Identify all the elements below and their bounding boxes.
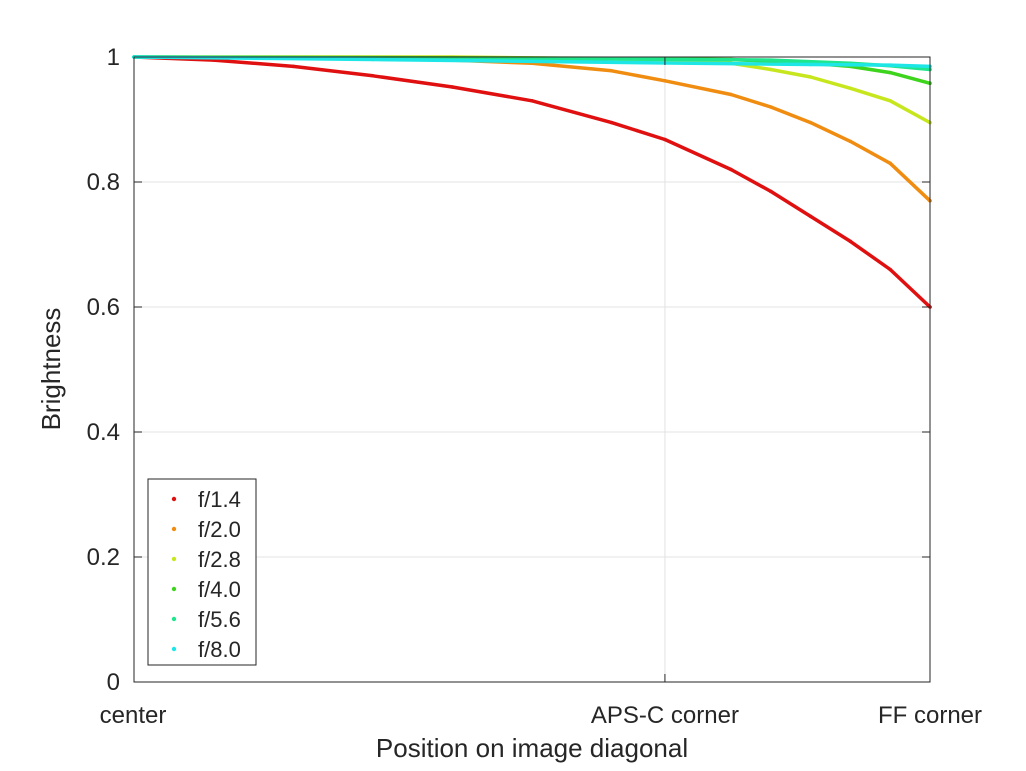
legend-item: f/5.6 (171, 607, 241, 632)
data-point (808, 120, 813, 125)
legend-marker (171, 616, 177, 622)
data-point (291, 64, 296, 69)
data-point (609, 120, 614, 125)
data-point (808, 75, 813, 79)
y-tick-label: 0 (107, 669, 120, 696)
data-point (888, 267, 892, 272)
y-tick-label: 0.8 (87, 169, 120, 196)
y-tick-label: 1 (107, 44, 120, 71)
data-point (888, 98, 892, 103)
y-axis-title: Brightness (36, 308, 66, 431)
data-point (808, 214, 813, 219)
data-point (450, 85, 455, 89)
data-point (530, 98, 534, 103)
legend-label: f/5.6 (198, 607, 241, 632)
y-tick-label: 0.2 (87, 544, 120, 571)
legend-label: f/8.0 (198, 637, 241, 662)
data-point (689, 61, 693, 66)
data-point (888, 70, 892, 75)
legend-label: f/2.8 (198, 547, 241, 572)
tick-layer: 0 0.2 0.4 0.6 0.8 1 center APS-C corner FF corne… (87, 44, 982, 729)
data-point (769, 58, 773, 62)
data-point (808, 62, 813, 67)
y-tick-label: 0.4 (87, 419, 120, 446)
data-point (729, 92, 733, 97)
legend-marker (171, 526, 177, 532)
data-point (848, 239, 853, 244)
legend-item: f/2.0 (171, 517, 241, 542)
data-point (663, 78, 667, 83)
plot-frame (133, 56, 931, 683)
data-point (769, 105, 773, 109)
data-point (848, 86, 853, 91)
data-point (530, 59, 534, 64)
y-tick-label: 0.6 (87, 294, 120, 321)
data-point (888, 63, 892, 67)
legend-marker (171, 556, 177, 562)
grid-layer (134, 57, 930, 682)
legend-label: f/4.0 (198, 577, 241, 602)
data-point (609, 68, 614, 73)
legend-box (147, 478, 257, 666)
legend-marker (171, 646, 177, 652)
data-point (729, 167, 733, 172)
data-point (609, 57, 614, 61)
legend-marker (171, 496, 177, 502)
legend-item: f/1.4 (171, 487, 241, 512)
x-axis-title: Position on image diagonal (376, 733, 688, 763)
data-point (769, 189, 773, 194)
series-layer (132, 55, 932, 309)
x-tick-label: center (100, 702, 167, 729)
legend-item: f/4.0 (171, 577, 241, 602)
legend-marker (171, 586, 177, 592)
legend-items: f/1.4 f/2.0 f/2.8 f/4.0 f/5.6 f/8.0 (171, 487, 241, 662)
legend-item: f/2.8 (171, 547, 241, 572)
data-point (371, 73, 375, 78)
x-tick-label: FF corner (878, 702, 982, 729)
legend-label: f/2.0 (198, 517, 241, 542)
data-point (888, 161, 892, 166)
series-f/8.0 (132, 55, 932, 69)
legend: f/1.4 f/2.0 f/2.8 f/4.0 f/5.6 f/8.0 (147, 478, 257, 666)
legend-label: f/1.4 (198, 487, 241, 512)
data-point (848, 139, 853, 144)
data-point (769, 67, 773, 72)
series-line (132, 55, 932, 309)
data-point (663, 137, 667, 142)
x-tick-label: APS-C corner (591, 702, 739, 729)
data-point (371, 57, 375, 62)
legend-item: f/8.0 (171, 637, 241, 662)
